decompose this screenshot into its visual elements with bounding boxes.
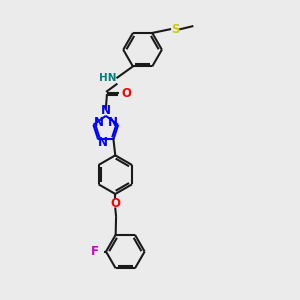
- Text: O: O: [121, 87, 131, 100]
- Text: N: N: [101, 104, 111, 117]
- Text: N: N: [98, 136, 108, 149]
- Text: O: O: [110, 197, 120, 210]
- Text: HN: HN: [99, 73, 117, 82]
- Text: N: N: [108, 116, 118, 130]
- Text: S: S: [171, 23, 179, 36]
- Text: N: N: [94, 116, 103, 130]
- Text: F: F: [91, 245, 99, 258]
